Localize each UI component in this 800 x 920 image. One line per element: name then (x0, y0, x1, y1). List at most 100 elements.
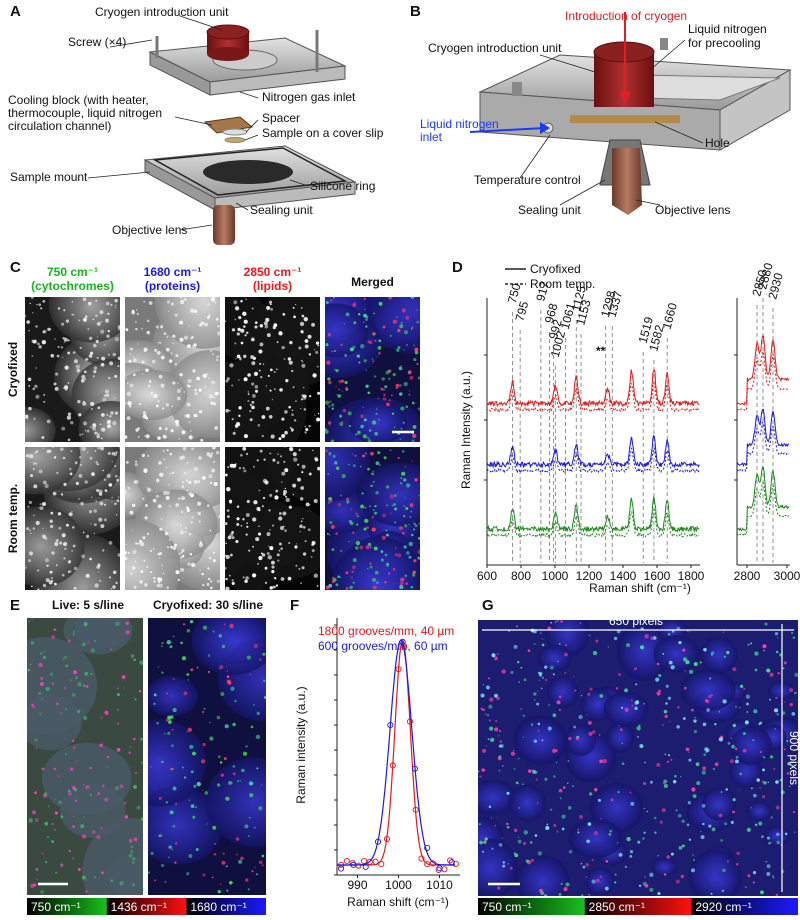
speckle (345, 587, 349, 590)
speckle (51, 635, 56, 640)
speckle (793, 831, 796, 833)
speckle (663, 873, 667, 876)
speckle (38, 469, 43, 474)
speckle (624, 707, 629, 712)
speckle (299, 524, 303, 529)
speckle (399, 581, 404, 586)
speckle (258, 860, 263, 865)
speckle (745, 694, 751, 699)
speckle (280, 547, 283, 550)
speckle (390, 512, 392, 515)
speckle (74, 622, 77, 624)
speckle (43, 792, 48, 796)
row-label: Room temp. (6, 484, 20, 553)
speckle (106, 334, 110, 338)
speckle (51, 822, 54, 826)
speckle (177, 497, 181, 500)
speckle (100, 826, 103, 830)
speckle (301, 363, 306, 368)
measured-point (406, 718, 414, 725)
speckle (544, 894, 548, 896)
speckle (269, 303, 272, 306)
speckle (125, 551, 128, 555)
speckle (635, 700, 639, 705)
speckle (291, 413, 294, 416)
speckle (180, 641, 183, 645)
speckle (174, 362, 178, 366)
speckle (91, 496, 93, 498)
speckle (187, 727, 192, 732)
speckle (64, 547, 67, 550)
speckle (193, 784, 197, 788)
speckle (540, 672, 543, 675)
speckle (176, 396, 181, 401)
speckle (549, 627, 552, 630)
speckle (106, 393, 110, 397)
speckle (25, 314, 27, 318)
speckle (116, 499, 120, 503)
speckle (108, 483, 113, 487)
peak-label: 968 (542, 301, 561, 324)
speckle (544, 665, 548, 669)
speckle (253, 465, 255, 468)
speckle (219, 668, 221, 670)
speckle (190, 308, 195, 313)
speckle (144, 434, 146, 437)
speckle (357, 313, 361, 316)
speckle (506, 822, 509, 826)
speckle (384, 580, 387, 584)
speckle (75, 481, 79, 485)
speckle (128, 751, 131, 754)
speckle (106, 473, 111, 478)
speckle (268, 509, 271, 512)
speckle (344, 380, 348, 385)
speckle (35, 394, 40, 399)
speckle (277, 559, 280, 562)
illustration-g (87, 15, 704, 231)
speckle (193, 479, 198, 485)
speckle (34, 738, 38, 742)
speckle (287, 576, 292, 581)
speckle (88, 510, 93, 514)
speckle (375, 491, 379, 495)
speckle (43, 400, 46, 403)
speckle (670, 665, 675, 670)
speckle (57, 346, 60, 348)
speckle (377, 451, 381, 455)
cell (325, 303, 369, 358)
speckle (328, 533, 331, 536)
speckle (776, 840, 781, 845)
speckle (541, 643, 545, 647)
speckle (208, 394, 213, 399)
speckle (217, 889, 221, 894)
speckle (201, 789, 204, 792)
speckle (41, 340, 47, 345)
speckle (363, 418, 367, 422)
speckle (657, 855, 659, 857)
speckle (794, 672, 798, 677)
speckle (75, 676, 79, 680)
speckle (165, 718, 169, 722)
speckle (311, 540, 316, 545)
speckle (158, 557, 161, 559)
speckle (498, 729, 501, 733)
speckle (284, 430, 288, 435)
speckle (54, 456, 57, 458)
speckle (774, 728, 777, 730)
speckle (252, 394, 256, 398)
cell (125, 369, 188, 421)
speckle (172, 678, 175, 680)
speckle (166, 692, 168, 695)
illustration-line (289, 179, 309, 187)
speckle (355, 512, 358, 515)
speckle (753, 709, 758, 714)
speckle (582, 865, 586, 869)
measured-point (350, 861, 357, 868)
speckle (360, 343, 365, 349)
speckle (269, 452, 272, 455)
speckle (110, 303, 113, 307)
speckle (225, 379, 229, 383)
spectrum (486, 447, 700, 474)
speckle (668, 633, 671, 636)
